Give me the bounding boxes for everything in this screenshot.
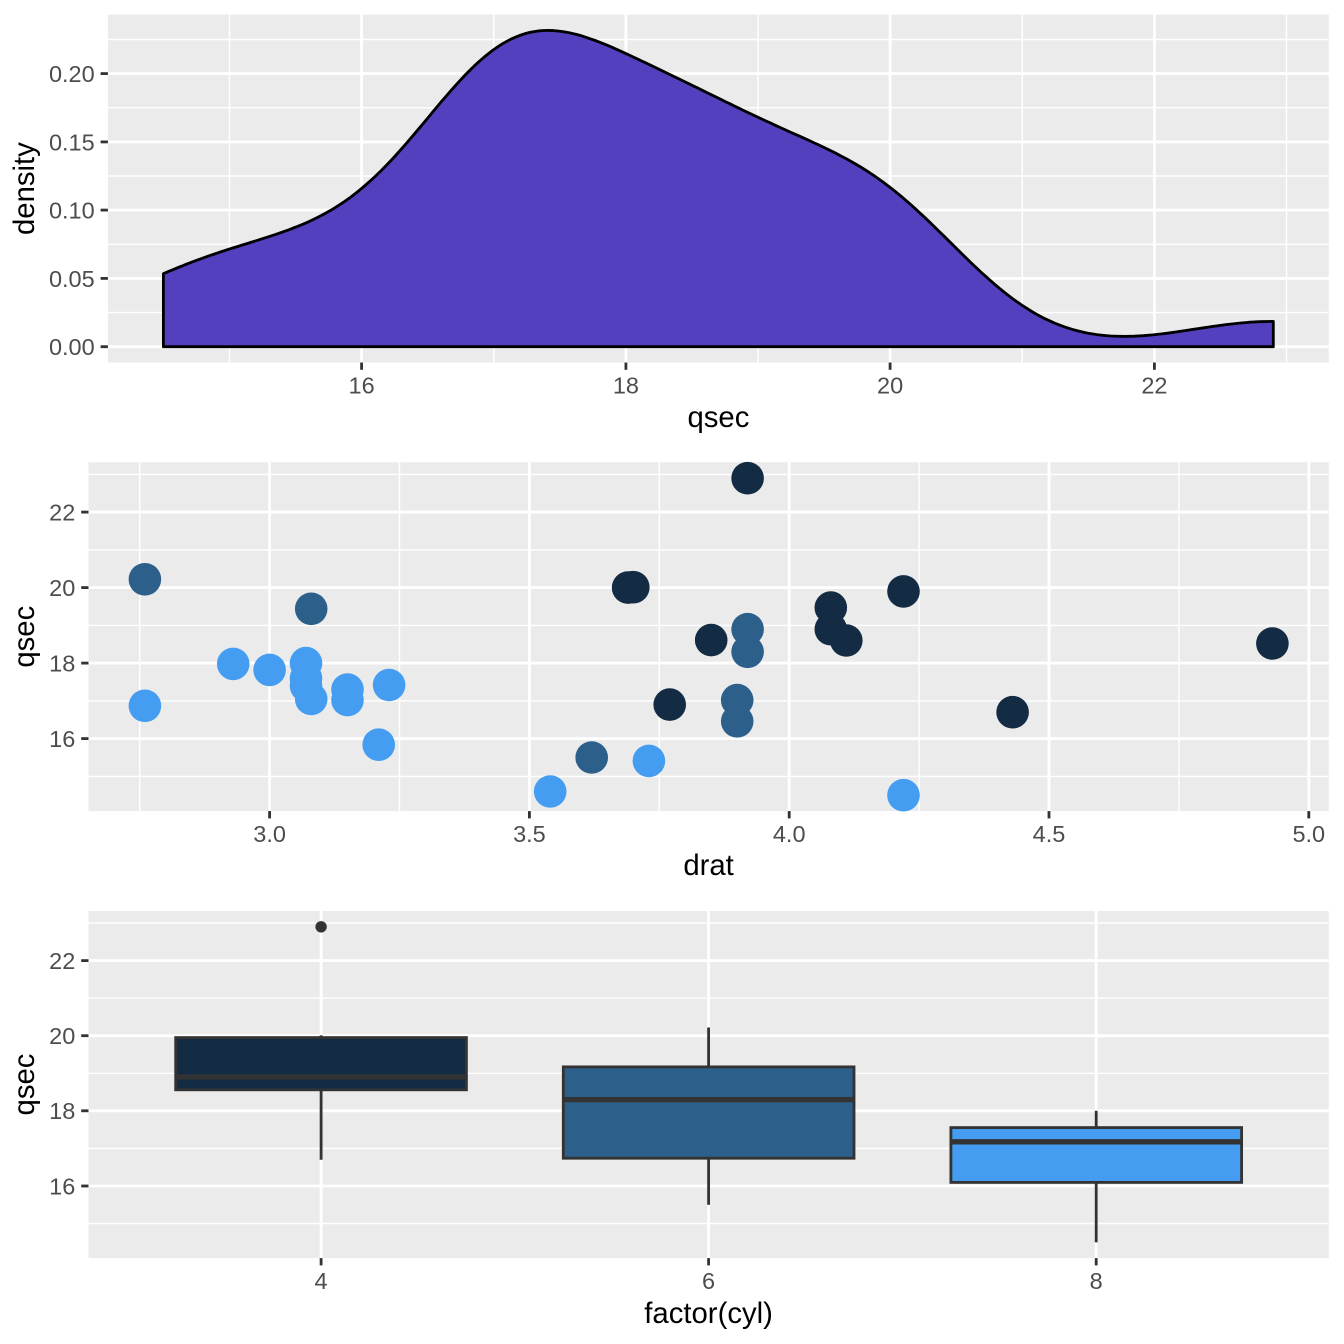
svg-text:4.5: 4.5 bbox=[1033, 821, 1066, 847]
svg-text:16: 16 bbox=[49, 1173, 75, 1199]
svg-text:0.00: 0.00 bbox=[49, 334, 95, 360]
svg-text:0.10: 0.10 bbox=[49, 198, 95, 224]
svg-text:0.20: 0.20 bbox=[49, 61, 95, 87]
svg-text:4: 4 bbox=[315, 1268, 328, 1294]
svg-text:3.5: 3.5 bbox=[513, 821, 546, 847]
svg-text:18: 18 bbox=[49, 651, 75, 677]
svg-text:8: 8 bbox=[1090, 1268, 1103, 1294]
svg-text:22: 22 bbox=[1141, 372, 1167, 398]
svg-text:0.05: 0.05 bbox=[49, 266, 95, 292]
svg-text:18: 18 bbox=[49, 1098, 75, 1124]
svg-text:5.0: 5.0 bbox=[1292, 821, 1325, 847]
svg-text:22: 22 bbox=[49, 500, 75, 526]
svg-text:20: 20 bbox=[49, 575, 75, 601]
svg-text:qsec: qsec bbox=[8, 606, 41, 668]
svg-text:4.0: 4.0 bbox=[773, 821, 806, 847]
svg-text:6: 6 bbox=[702, 1268, 715, 1294]
svg-text:0.15: 0.15 bbox=[49, 129, 95, 155]
svg-text:qsec: qsec bbox=[8, 1054, 41, 1116]
svg-text:16: 16 bbox=[349, 372, 375, 398]
svg-text:20: 20 bbox=[877, 372, 903, 398]
svg-text:16: 16 bbox=[49, 726, 75, 752]
svg-text:density: density bbox=[8, 142, 41, 235]
svg-text:20: 20 bbox=[49, 1023, 75, 1049]
svg-text:factor(cyl): factor(cyl) bbox=[644, 1297, 773, 1330]
svg-text:qsec: qsec bbox=[687, 401, 749, 434]
svg-text:18: 18 bbox=[613, 372, 639, 398]
svg-text:drat: drat bbox=[683, 849, 733, 882]
svg-text:3.0: 3.0 bbox=[253, 821, 286, 847]
svg-text:22: 22 bbox=[49, 948, 75, 974]
